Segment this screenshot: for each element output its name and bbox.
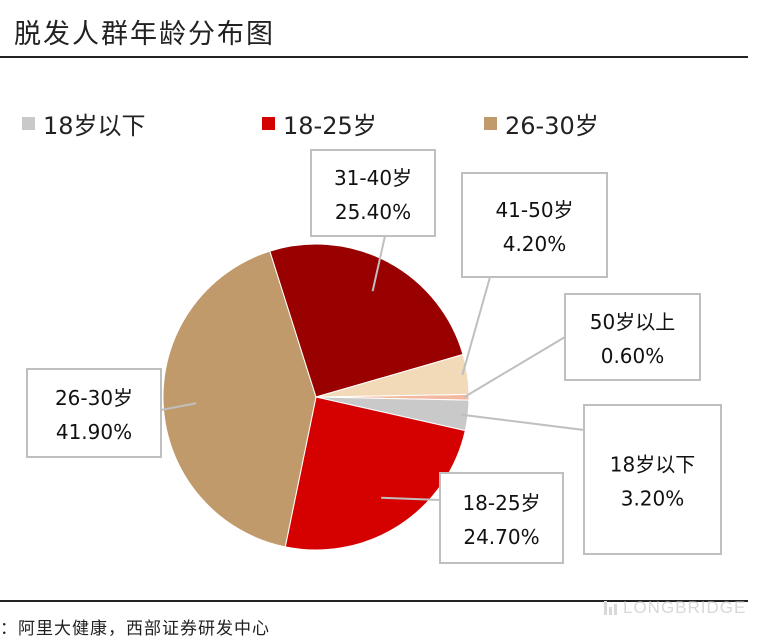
watermark-bars-icon	[604, 601, 617, 615]
callout-value-over50: 0.60%	[601, 344, 665, 368]
callout-label-under18: 18岁以下	[610, 453, 695, 477]
watermark: LONGBRIDGE	[604, 598, 746, 618]
callout-box-under18	[583, 404, 722, 555]
top-divider	[0, 56, 748, 58]
callout-value-under18: 3.20%	[621, 487, 685, 511]
bottom-divider	[0, 600, 748, 602]
callout-box-over50	[564, 293, 701, 381]
legend-item-under18: 18岁以下	[22, 106, 146, 141]
legend-label: 18岁以下	[43, 112, 146, 140]
leader-line-18-25	[381, 496, 441, 501]
callout-value-18-25: 24.70%	[463, 525, 539, 549]
callout-label-31-40: 31-40岁	[334, 166, 412, 190]
pie-slice-31-40	[269, 243, 464, 398]
leader-line-31-40	[371, 235, 386, 292]
callout-label-over50: 50岁以上	[590, 310, 675, 334]
callout-label-18-25: 18-25岁	[462, 491, 540, 515]
legend-item-26-30: 26-30岁	[484, 106, 599, 141]
callout-label-26-30: 26-30岁	[55, 386, 133, 410]
legend-swatch	[262, 117, 275, 130]
callout-value-26-30: 41.90%	[56, 420, 132, 444]
callout-value-41-50: 4.20%	[503, 232, 567, 256]
legend: 18岁以下 18-25岁 26-30岁	[0, 106, 768, 141]
callout-box-41-50	[461, 172, 608, 278]
leader-line-26-30	[160, 402, 197, 411]
source-note: ：阿里大健康，西部证券研发中心	[0, 619, 270, 639]
chart-title: 脱发人群年龄分布图	[14, 19, 275, 50]
legend-label: 18-25岁	[283, 112, 377, 140]
callout-label-41-50: 41-50岁	[495, 198, 573, 222]
callout-box-31-40	[310, 149, 436, 237]
legend-swatch	[484, 117, 497, 130]
legend-label: 26-30岁	[505, 112, 599, 140]
callout-box-18-25	[439, 472, 564, 564]
legend-item-18-25: 18-25岁	[262, 106, 377, 141]
callout-value-31-40: 25.40%	[335, 200, 411, 224]
pie-slice-18-25	[284, 396, 466, 551]
watermark-text: LONGBRIDGE	[623, 598, 747, 617]
pie-slice-26-30	[162, 250, 317, 548]
leader-line-over50	[463, 336, 566, 399]
leader-line-41-50	[461, 276, 491, 376]
legend-swatch	[22, 117, 35, 130]
leader-line-under18	[460, 413, 585, 431]
callout-box-26-30	[26, 368, 162, 458]
